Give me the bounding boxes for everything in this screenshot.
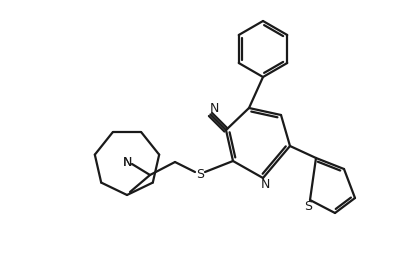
Text: S: S <box>304 200 312 214</box>
Text: N: N <box>122 155 132 168</box>
Text: N: N <box>122 155 132 168</box>
Text: S: S <box>196 167 204 180</box>
Text: N: N <box>210 102 219 115</box>
Text: N: N <box>260 178 270 191</box>
